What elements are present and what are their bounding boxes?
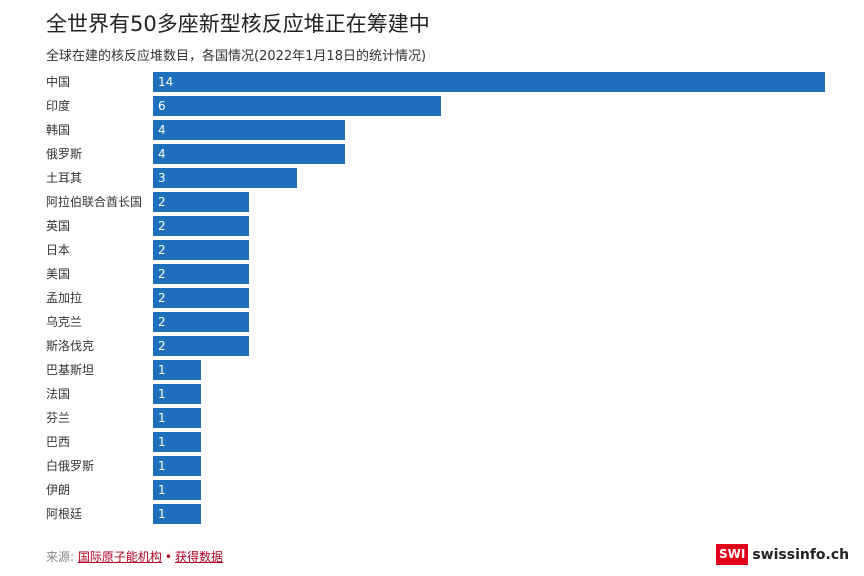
source-link[interactable]: 国际原子能机构 — [77, 550, 162, 564]
bar-value-label: 6 — [158, 99, 166, 113]
category-label: 英国 — [46, 219, 70, 233]
chart-title: 全世界有50多座新型核反应堆正在筹建中 — [46, 12, 430, 36]
category-label: 俄罗斯 — [46, 147, 82, 161]
bar-chart: 中国 14 印度 6 韩国 4 俄罗斯 4 土耳其 3 阿拉伯联合酋长国 2 英国 2 日本 2 美国 2 孟加拉 2… — [46, 72, 825, 524]
bar-value-label: 1 — [158, 411, 166, 425]
bar — [153, 384, 201, 404]
category-label: 印度 — [46, 98, 70, 113]
bar-value-label: 1 — [158, 435, 166, 449]
swi-badge: SWI — [716, 544, 749, 565]
get-data-link[interactable]: 获得数据 — [174, 550, 223, 564]
bar-value-label: 1 — [158, 507, 166, 521]
bar — [153, 456, 201, 476]
bar-value-label: 2 — [158, 267, 166, 281]
category-label: 阿拉伯联合酋长国 — [46, 194, 142, 209]
bar — [153, 336, 249, 356]
bar — [153, 480, 201, 500]
category-label: 斯洛伐克 — [46, 338, 94, 353]
category-label: 孟加拉 — [46, 290, 82, 305]
category-label: 伊朗 — [46, 483, 70, 497]
category-label: 日本 — [46, 243, 70, 257]
bar — [153, 504, 201, 524]
bar-value-label: 2 — [158, 243, 166, 257]
category-label: 乌克兰 — [46, 314, 82, 329]
category-label: 中国 — [46, 74, 70, 89]
bar-value-label: 3 — [158, 171, 166, 185]
site-name: swissinfo.ch — [752, 546, 850, 563]
bar — [153, 192, 249, 212]
bar — [153, 144, 345, 164]
source-footer: 来源: 国际原子能机构 • 获得数据 — [46, 548, 223, 565]
bar — [153, 72, 825, 92]
category-label: 韩国 — [46, 122, 70, 137]
footer-separator: • — [164, 550, 172, 564]
bar-value-label: 4 — [158, 123, 166, 137]
bar — [153, 408, 201, 428]
chart-subtitle: 全球在建的核反应堆数目，各国情况(2022年1月18日的统计情况) — [46, 49, 427, 64]
bar-value-label: 2 — [158, 339, 166, 353]
bar — [153, 168, 297, 188]
bar-value-label: 14 — [158, 75, 173, 89]
category-label: 阿根廷 — [46, 507, 82, 521]
bar-value-label: 2 — [158, 219, 166, 233]
category-label: 巴西 — [46, 435, 70, 449]
bar — [153, 240, 249, 260]
bar — [153, 360, 201, 380]
category-label: 法国 — [46, 387, 70, 401]
bar — [153, 96, 441, 116]
bar-value-label: 4 — [158, 147, 166, 161]
bar — [153, 312, 249, 332]
bar — [153, 264, 249, 284]
bar-value-label: 2 — [158, 291, 166, 305]
swissinfo-logo[interactable]: SWI swissinfo.ch — [716, 544, 849, 565]
bar — [153, 432, 201, 452]
bar-value-label: 2 — [158, 195, 166, 209]
bar-value-label: 1 — [158, 387, 166, 401]
bar-value-label: 1 — [158, 483, 166, 497]
category-label: 土耳其 — [46, 171, 82, 185]
bar-value-label: 1 — [158, 459, 166, 473]
category-label: 芬兰 — [46, 411, 70, 425]
bar-value-label: 1 — [158, 363, 166, 377]
source-label: 来源: — [46, 550, 78, 564]
category-label: 白俄罗斯 — [46, 458, 94, 473]
bar-value-label: 2 — [158, 315, 166, 329]
category-label: 美国 — [46, 267, 70, 281]
bar — [153, 288, 249, 308]
category-label: 巴基斯坦 — [46, 363, 94, 377]
bar — [153, 216, 249, 236]
bar — [153, 120, 345, 140]
